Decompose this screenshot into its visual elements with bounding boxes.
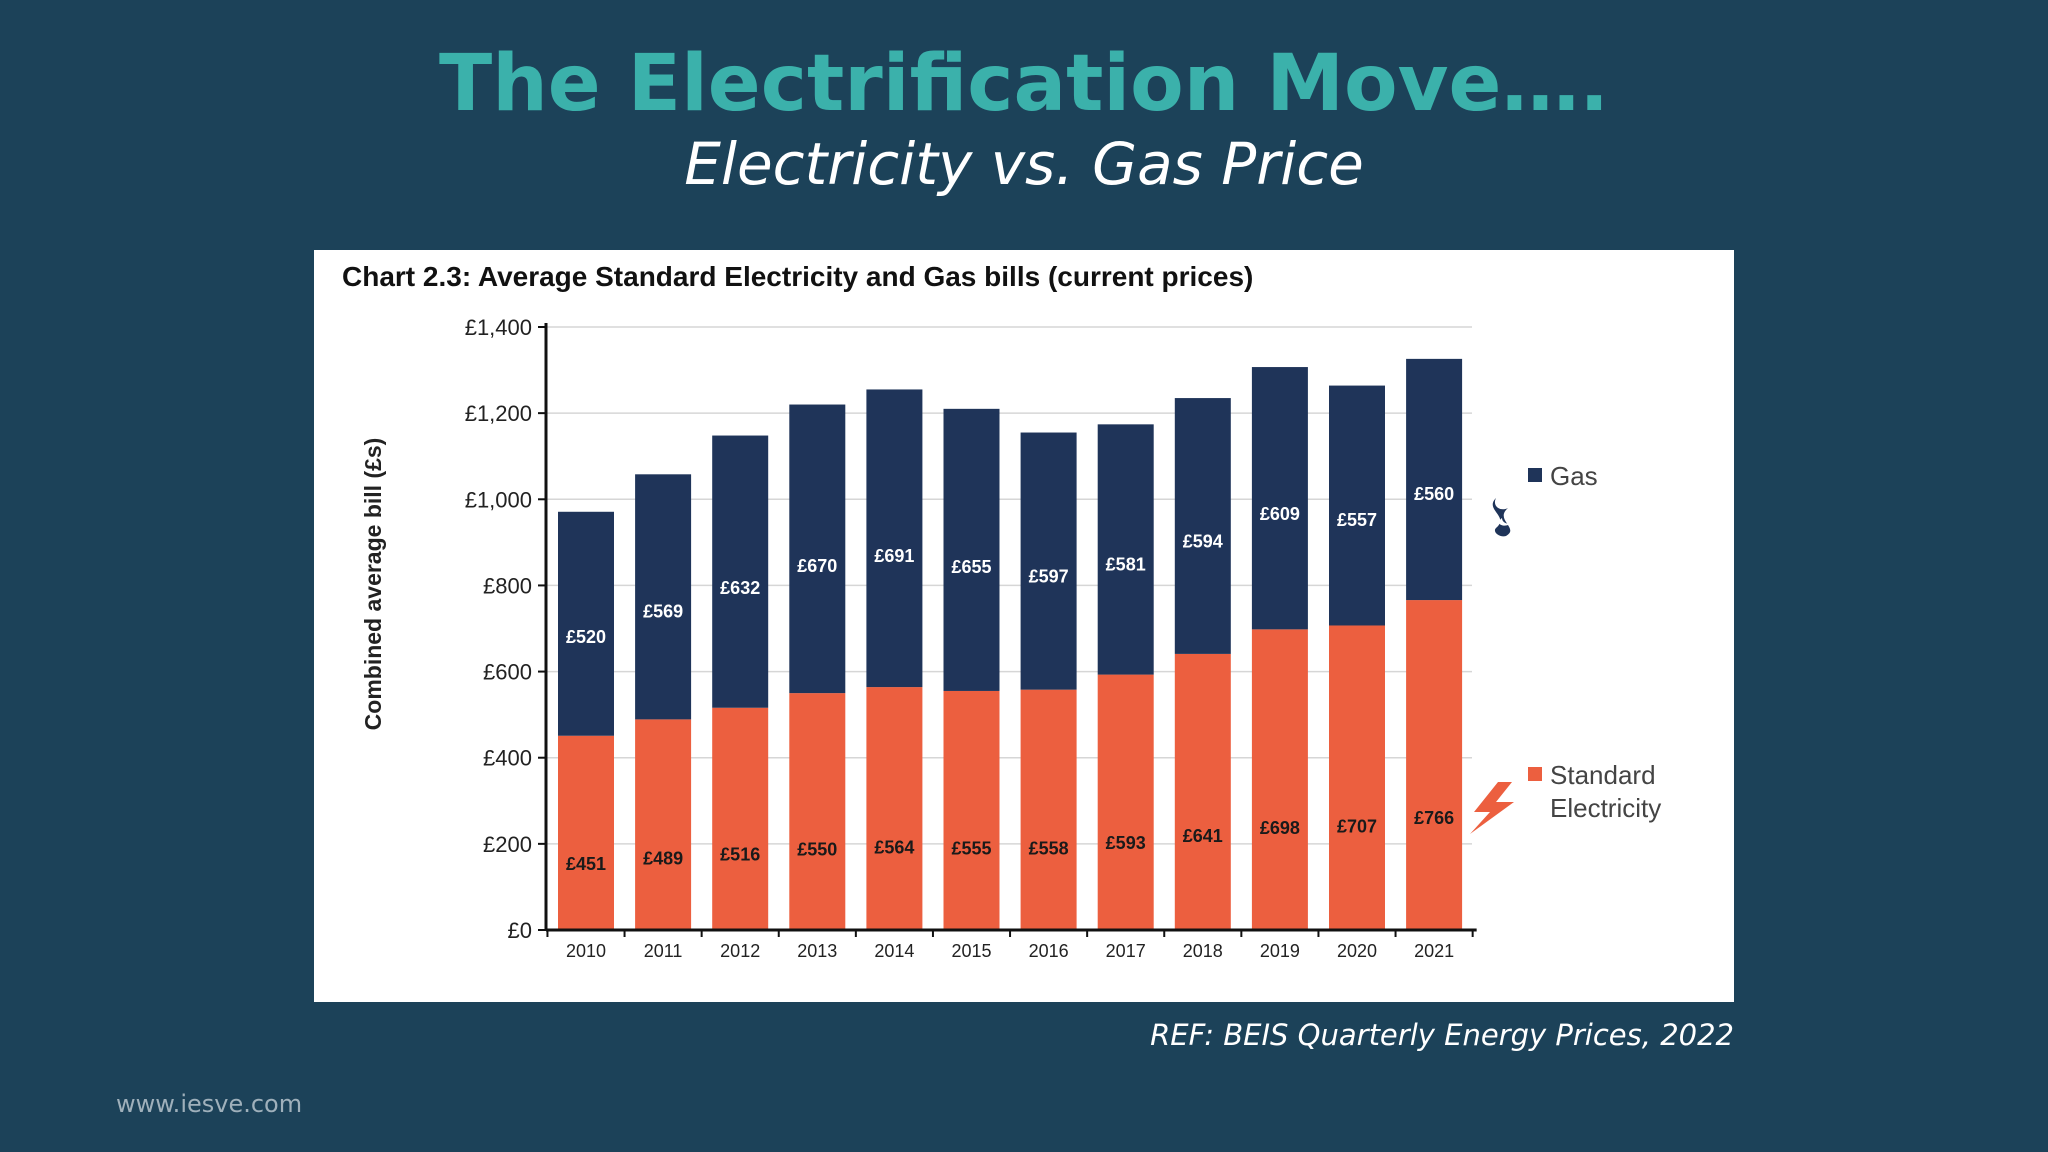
gas-value-label: £594 xyxy=(1183,531,1223,551)
gas-value-label: £569 xyxy=(643,602,683,622)
electricity-value-label: £516 xyxy=(720,844,760,864)
gas-value-label: £560 xyxy=(1414,484,1454,504)
chart-panel: Chart 2.3: Average Standard Electricity … xyxy=(314,250,1734,1002)
y-tick-label: £400 xyxy=(483,746,532,771)
gas-value-label: £557 xyxy=(1337,510,1377,530)
bar-gas xyxy=(1174,398,1231,654)
bar-gas xyxy=(866,389,923,688)
y-axis-label: Combined average bill (£s) xyxy=(360,438,386,731)
bar-gas xyxy=(1406,358,1463,601)
gas-value-label: £632 xyxy=(720,578,760,598)
x-tick-label: 2011 xyxy=(644,941,683,961)
legend-swatch-electricity xyxy=(1528,767,1542,781)
grid-lines xyxy=(546,326,1472,845)
bar-electricity xyxy=(558,735,614,930)
bar-gas xyxy=(789,404,846,694)
bar-gas xyxy=(1251,367,1308,630)
legend-label-electricity-line2: Electricity xyxy=(1550,793,1661,823)
bar-gas xyxy=(558,511,614,736)
electricity-value-label: £641 xyxy=(1183,826,1223,846)
website-link[interactable]: www.iesve.com xyxy=(116,1090,303,1118)
bar-gas xyxy=(1329,385,1385,626)
bar-electricity xyxy=(789,693,846,930)
gas-value-label: £581 xyxy=(1106,554,1146,574)
chart-title: Chart 2.3: Average Standard Electricity … xyxy=(342,261,1253,292)
bar-electricity xyxy=(712,707,769,930)
bar-electricity xyxy=(943,690,1000,930)
x-tick-label: 2016 xyxy=(1029,941,1069,961)
electricity-value-label: £564 xyxy=(874,837,914,857)
bar-electricity xyxy=(1020,689,1077,930)
gas-value-label: £655 xyxy=(951,557,991,577)
bar-electricity xyxy=(1097,674,1154,930)
bar-electricity xyxy=(1251,629,1308,930)
bar-electricity xyxy=(1406,600,1463,930)
bar-gas xyxy=(1097,424,1154,675)
x-tick-label: 2020 xyxy=(1337,941,1377,961)
x-tick-label: 2015 xyxy=(951,941,991,961)
electricity-value-label: £489 xyxy=(643,848,683,868)
electricity-value-label: £698 xyxy=(1260,818,1300,838)
y-tick-label: £1,200 xyxy=(465,401,532,426)
gas-value-label: £691 xyxy=(874,546,914,566)
x-tick-label: 2012 xyxy=(720,941,760,961)
flame-icon-outer xyxy=(1492,498,1511,537)
y-tick-label: £1,400 xyxy=(465,315,532,340)
y-tick-label: £200 xyxy=(483,832,532,857)
x-tick-label: 2019 xyxy=(1260,941,1300,961)
bar-gas xyxy=(712,435,769,708)
flame-icon xyxy=(1492,498,1511,537)
gas-value-label: £670 xyxy=(797,556,837,576)
electricity-value-label: £555 xyxy=(951,839,991,859)
electricity-value-label: £707 xyxy=(1337,816,1377,836)
gas-value-label: £609 xyxy=(1260,504,1300,524)
y-tick-label: £0 xyxy=(508,918,532,943)
x-tick-label: 2021 xyxy=(1414,941,1454,961)
electricity-value-label: £558 xyxy=(1029,838,1069,858)
lightning-icon xyxy=(1470,782,1514,834)
x-tick-label: 2014 xyxy=(874,941,914,961)
bar-electricity xyxy=(866,687,923,930)
gas-value-label: £597 xyxy=(1029,567,1069,587)
electricity-value-label: £766 xyxy=(1414,808,1454,828)
axes: £0 £200 £400 £600 £800 £1,000 £1,200 £1,400 2010… xyxy=(465,315,1477,961)
bar-gas xyxy=(1020,432,1077,690)
electricity-value-label: £451 xyxy=(566,854,606,874)
x-tick-label: 2018 xyxy=(1183,941,1223,961)
bar-gas xyxy=(635,474,692,720)
legend-label-electricity-line1: Standard xyxy=(1550,760,1656,790)
gas-value-label: £520 xyxy=(566,627,606,647)
bar-electricity xyxy=(635,719,692,930)
bar-electricity xyxy=(1174,653,1231,930)
reference-note: REF: BEIS Quarterly Energy Prices, 2022 xyxy=(1150,1018,1734,1052)
x-tick-label: 2017 xyxy=(1106,941,1146,961)
bars: £451 £520 £489 £569 £516 £632 £550 £670 £564 £691… xyxy=(558,358,1463,930)
flame-icon-inner xyxy=(1499,518,1510,526)
slide-title: The Electrification Move…. xyxy=(439,39,1609,129)
electricity-value-label: £550 xyxy=(797,839,837,859)
slide-subtitle: Electricity vs. Gas Price xyxy=(684,130,1364,198)
bar-gas xyxy=(943,408,1000,691)
x-tick-label: 2013 xyxy=(797,941,837,961)
legend-label-gas: Gas xyxy=(1550,461,1598,491)
bar-electricity xyxy=(1329,625,1385,930)
stacked-bar-chart: Chart 2.3: Average Standard Electricity … xyxy=(342,261,1661,961)
legend-swatch-gas xyxy=(1528,468,1542,482)
y-tick-label: £600 xyxy=(483,660,532,685)
y-tick-label: £800 xyxy=(483,573,532,598)
electricity-value-label: £593 xyxy=(1106,833,1146,853)
x-tick-label: 2010 xyxy=(566,941,606,961)
y-tick-label: £1,000 xyxy=(465,487,532,512)
